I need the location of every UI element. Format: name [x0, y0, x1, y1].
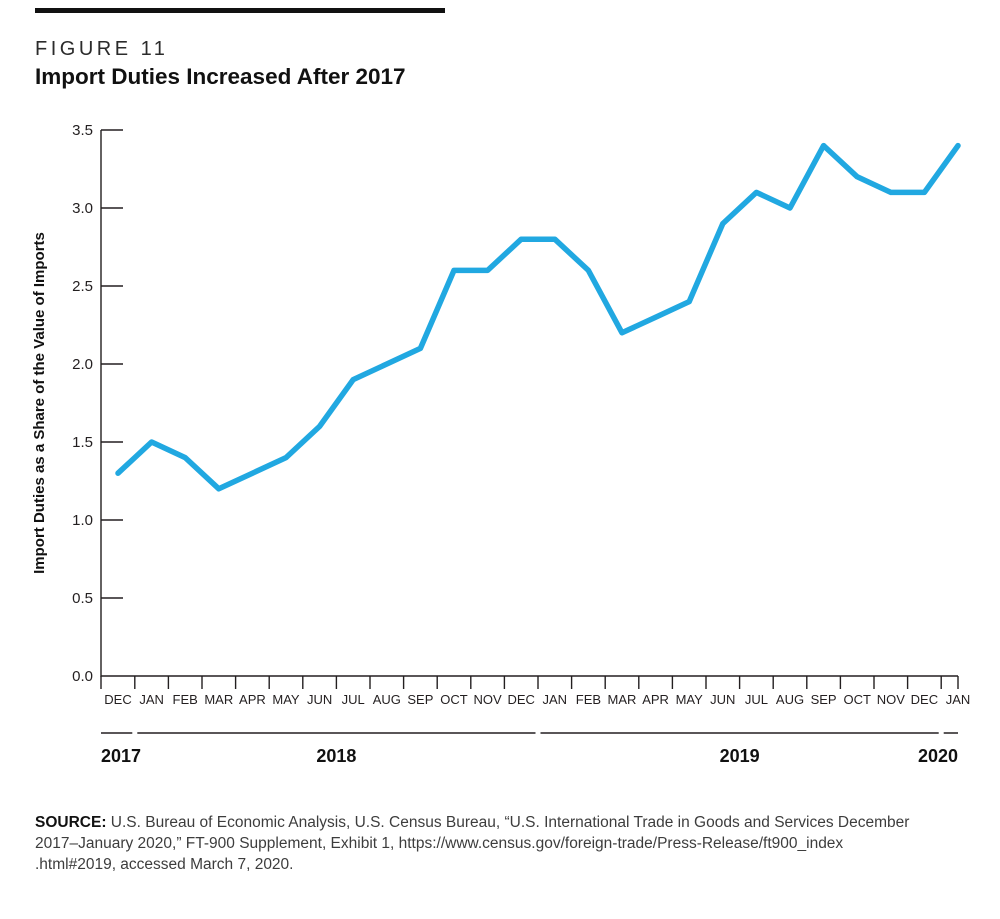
svg-text:2017: 2017: [101, 746, 141, 766]
svg-text:MAR: MAR: [204, 692, 233, 707]
svg-text:FEB: FEB: [576, 692, 601, 707]
top-rule: [35, 8, 445, 13]
svg-text:SEP: SEP: [407, 692, 433, 707]
y-axis-title: Import Duties as a Share of the Value of…: [31, 232, 48, 574]
source-line: 2017–January 2020,” FT-900 Supplement, E…: [35, 835, 844, 852]
svg-text:NOV: NOV: [877, 692, 906, 707]
source-label: SOURCE:: [35, 814, 107, 831]
svg-text:DEC: DEC: [507, 692, 534, 707]
svg-text:1.5: 1.5: [72, 434, 93, 451]
svg-text:AUG: AUG: [373, 692, 401, 707]
svg-text:FEB: FEB: [173, 692, 198, 707]
year-axis: 2017 2018 2019 2020: [101, 732, 958, 766]
source-text: U.S. Bureau of Economic Analysis, U.S. C…: [106, 814, 910, 831]
svg-text:MAR: MAR: [608, 692, 637, 707]
svg-text:JAN: JAN: [946, 692, 971, 707]
x-axis-ticks: [100, 676, 959, 689]
svg-text:2.0: 2.0: [72, 356, 93, 373]
svg-text:MAY: MAY: [272, 692, 300, 707]
svg-text:NOV: NOV: [474, 692, 503, 707]
svg-text:APR: APR: [239, 692, 266, 707]
svg-text:DEC: DEC: [911, 692, 938, 707]
svg-text:OCT: OCT: [440, 692, 468, 707]
svg-text:JUL: JUL: [745, 692, 768, 707]
line-chart: 0.0 0.5 1.0 1.5 2.0 2.5 3.0 3.5 DEC JAN FEB MAR APR M…: [31, 122, 970, 766]
svg-text:SEP: SEP: [811, 692, 837, 707]
figure-title: Import Duties Increased After 2017: [35, 64, 406, 89]
month-labels: DEC JAN FEB MAR APR MAY JUN JUL AUG SEP OCT NOV DEC J…: [104, 692, 970, 707]
svg-text:JUN: JUN: [710, 692, 735, 707]
svg-text:JUN: JUN: [307, 692, 332, 707]
svg-text:MAY: MAY: [676, 692, 704, 707]
svg-text:OCT: OCT: [843, 692, 871, 707]
figure-label: FIGURE 11: [35, 38, 169, 60]
source-line: .html#2019, accessed March 7, 2020.: [35, 856, 294, 873]
y-axis-tick-labels: 0.0 0.5 1.0 1.5 2.0 2.5 3.0 3.5: [72, 122, 93, 685]
svg-text:APR: APR: [642, 692, 669, 707]
source-note: SOURCE: U.S. Bureau of Economic Analysis…: [35, 812, 955, 875]
svg-text:3.5: 3.5: [72, 122, 93, 139]
svg-text:3.0: 3.0: [72, 200, 93, 217]
svg-text:JAN: JAN: [543, 692, 568, 707]
y-axis-ticks: [101, 129, 123, 599]
svg-text:2020: 2020: [918, 746, 958, 766]
svg-text:2018: 2018: [316, 746, 356, 766]
svg-text:0.0: 0.0: [72, 668, 93, 685]
source-line: SOURCE: U.S. Bureau of Economic Analysis…: [35, 812, 955, 833]
svg-text:AUG: AUG: [776, 692, 804, 707]
svg-text:JUL: JUL: [342, 692, 365, 707]
svg-text:JAN: JAN: [139, 692, 164, 707]
svg-text:0.5: 0.5: [72, 590, 93, 607]
chart-axes: [100, 130, 958, 677]
svg-text:1.0: 1.0: [72, 512, 93, 529]
svg-text:2019: 2019: [720, 746, 760, 766]
svg-text:DEC: DEC: [104, 692, 131, 707]
svg-text:2.5: 2.5: [72, 278, 93, 295]
data-line: [115, 142, 961, 492]
